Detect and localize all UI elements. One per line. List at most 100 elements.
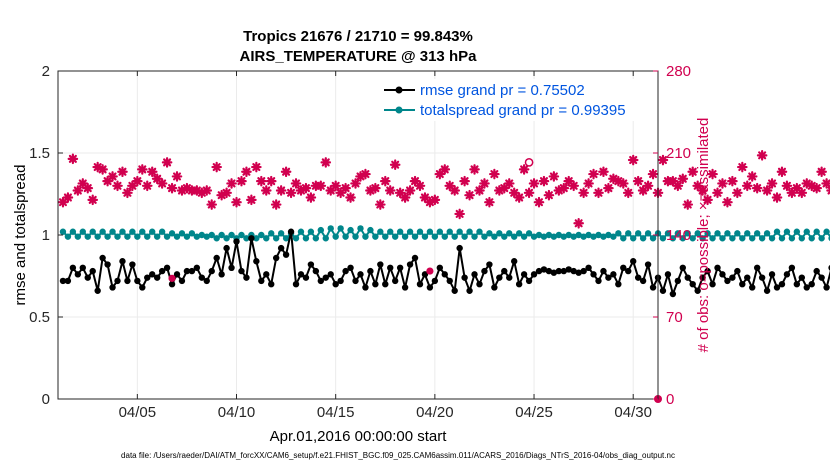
totalspread-point xyxy=(506,230,513,237)
totalspread-point xyxy=(818,235,825,242)
obs-count-marker xyxy=(558,182,570,194)
totalspread-point xyxy=(550,233,558,240)
rmse-point xyxy=(674,277,682,285)
rmse-point xyxy=(421,271,429,278)
obs-count-marker xyxy=(146,166,158,178)
obs-count-marker xyxy=(275,185,287,196)
totalspread-point xyxy=(74,233,82,240)
rmse-point xyxy=(332,281,339,288)
obs-count-marker xyxy=(523,187,535,199)
rmse-point xyxy=(620,264,627,271)
y-right-axis-label: # of obs: o=possible; ×=assimilated xyxy=(695,118,712,353)
totalspread-point xyxy=(59,228,67,235)
totalspread-point xyxy=(99,228,106,235)
rmse-point xyxy=(248,235,255,242)
obs-count-marker xyxy=(727,175,738,187)
totalspread-point xyxy=(223,235,230,242)
obs-count-marker xyxy=(389,159,401,171)
totalspread-point xyxy=(243,235,250,242)
totalspread-point xyxy=(153,233,161,240)
y-tick-label: 0.5 xyxy=(29,309,50,326)
rmse-point xyxy=(377,261,384,268)
rmse-point xyxy=(639,277,647,285)
totalspread-point xyxy=(575,231,582,239)
obs-count-marker xyxy=(707,168,718,180)
rmse-point xyxy=(401,284,409,291)
rmse-point xyxy=(535,267,543,275)
totalspread-point xyxy=(69,228,77,235)
chart-title: Tropics 21676 / 21710 = 99.843% xyxy=(243,28,473,45)
obs-count-marker xyxy=(474,185,485,196)
rmse-point xyxy=(149,271,156,278)
obs-count-marker xyxy=(300,182,312,194)
totalspread-point xyxy=(684,230,691,237)
obs-count-marker xyxy=(702,194,713,206)
totalspread-point xyxy=(302,235,310,242)
rmse-outlier-marker xyxy=(426,267,434,275)
obs-count-marker xyxy=(568,180,580,192)
totalspread-point xyxy=(188,230,196,237)
totalspread-point xyxy=(788,235,796,242)
obs-count-marker xyxy=(117,166,128,178)
rmse-point xyxy=(347,264,354,271)
obs-count-marker xyxy=(246,194,257,206)
rmse-point xyxy=(104,261,111,268)
totalspread-point xyxy=(79,228,86,235)
rmse-point xyxy=(396,264,404,271)
totalspread-point xyxy=(530,233,538,240)
obs-count-marker xyxy=(732,187,743,199)
rmse-point xyxy=(139,284,146,291)
obs-count-marker xyxy=(518,164,530,175)
obs-count-marker xyxy=(697,185,708,196)
rmse-point xyxy=(570,267,577,275)
totalspread-point xyxy=(823,228,830,235)
rmse-point xyxy=(451,287,458,294)
totalspread-point xyxy=(739,235,746,242)
rmse-point xyxy=(763,287,771,294)
totalspread-point xyxy=(297,228,305,235)
rmse-point xyxy=(506,274,513,281)
totalspread-point xyxy=(129,228,136,235)
obs-count-marker xyxy=(816,166,827,178)
obs-count-marker xyxy=(722,196,733,208)
obs-count-marker xyxy=(62,192,74,203)
obs-count-marker xyxy=(751,182,763,194)
legend-totalspread-marker xyxy=(395,106,403,114)
obs-count-marker xyxy=(479,178,490,189)
chart-subtitle: AIRS_TEMPERATURE @ 313 hPa xyxy=(240,48,478,65)
totalspread-point xyxy=(406,228,414,235)
rmse-point xyxy=(724,277,731,285)
rmse-point xyxy=(679,264,686,271)
rmse-point xyxy=(327,271,334,278)
totalspread-point xyxy=(178,230,186,237)
totalspread-point xyxy=(763,230,771,237)
totalspread-point xyxy=(501,233,508,240)
totalspread-point xyxy=(758,235,766,242)
rmse-point xyxy=(352,277,359,285)
rmse-point xyxy=(307,261,315,268)
rmse-point xyxy=(357,271,364,278)
y-right-tick-label: 210 xyxy=(666,145,691,162)
totalspread-point xyxy=(253,235,260,242)
totalspread-point xyxy=(600,233,607,240)
totalspread-point xyxy=(119,228,126,235)
totalspread-point xyxy=(436,228,444,235)
obs-count-marker xyxy=(429,194,441,206)
rmse-point xyxy=(729,274,736,281)
rmse-point xyxy=(218,271,225,278)
rmse-point xyxy=(768,271,776,278)
obs-count-marker xyxy=(459,175,470,187)
x-tick-label: 04/10 xyxy=(218,404,256,421)
totalspread-point xyxy=(570,233,577,240)
legend-box xyxy=(376,79,654,121)
rmse-point xyxy=(808,281,815,288)
totalspread-point xyxy=(496,230,503,237)
obs-count-marker xyxy=(404,185,416,196)
y-tick-label: 0 xyxy=(42,391,50,408)
totalspread-point xyxy=(258,231,265,239)
totalspread-point xyxy=(664,230,672,237)
totalspread-point xyxy=(803,228,810,235)
rmse-point xyxy=(664,271,672,278)
totalspread-point xyxy=(263,235,270,242)
totalspread-point xyxy=(773,228,781,235)
